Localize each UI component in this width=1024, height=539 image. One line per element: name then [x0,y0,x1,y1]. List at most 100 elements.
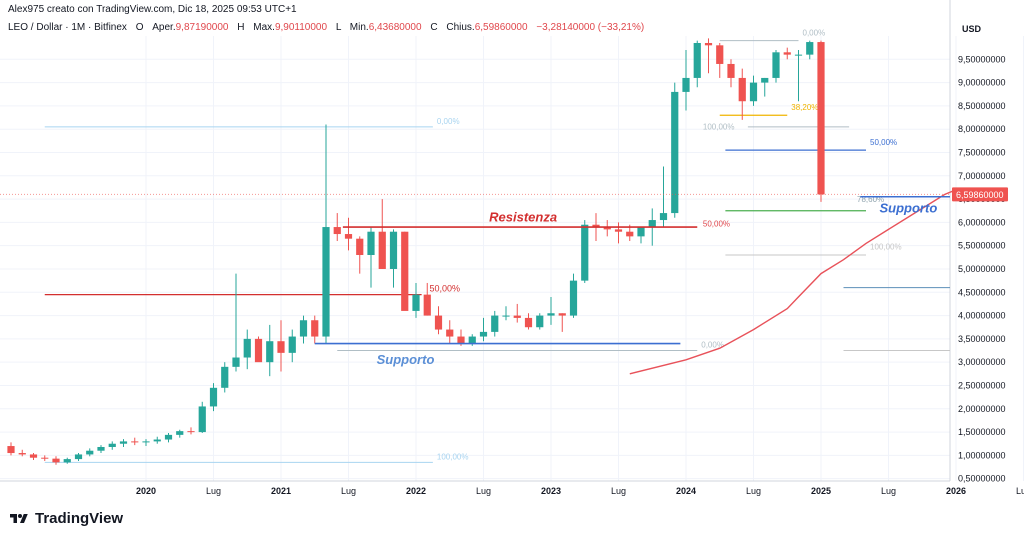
candle-body [18,453,26,455]
candle-body [648,220,656,228]
brand-name: TradingView [35,510,124,527]
candle-body [221,366,229,388]
candle-body [502,315,510,317]
candle-body [738,77,746,102]
x-tick-label: Lug [611,486,626,496]
ohlc-legend: LEO / Dollar · 1M · Bitfinex O Aper.9,87… [8,22,644,33]
candle-body [153,439,161,442]
x-tick-label: Lug [1016,486,1024,496]
candle-body [356,238,364,256]
y-tick-label: 5,50000000 [958,241,1006,251]
support-right-label: Supporto [880,200,938,215]
candle-body [108,443,116,447]
legend-close-label: C [430,22,438,33]
x-tick-label: 2023 [541,486,561,496]
fib-right-top-label: 0,00% [803,28,826,37]
x-tick-label: 2025 [811,486,831,496]
candle-body [783,52,791,55]
fib-left-top-label: 0,00% [437,117,460,126]
y-tick-label: 3,50000000 [958,334,1006,344]
candle-body [547,313,555,316]
candle-body [97,446,105,451]
candle-body [603,227,611,230]
fib-right-786-label: 78,60% [857,195,884,204]
tradingview-logo-icon [10,513,28,523]
x-tick-label: Lug [341,486,356,496]
legend-open-prefix: Aper. [152,22,176,33]
candle-body [772,52,780,78]
fib-right-50-label: 50,00% [870,138,897,147]
candle-body [637,227,645,237]
candle-body [7,446,15,454]
x-tick-label: Lug [476,486,491,496]
x-tick-label: 2026 [946,486,966,496]
candle-body [131,441,139,443]
x-tick-label: 2021 [271,486,291,496]
x-tick-label: Lug [881,486,896,496]
candle-body [671,91,679,214]
created-by-header: Alex975 creato con TradingView.com, Dic … [8,4,297,15]
y-tick-label: 9,50000000 [958,54,1006,64]
y-tick-label: 2,00000000 [958,404,1006,414]
candle-body [187,431,195,433]
candle-body [86,450,94,455]
legend-low-label: L [335,22,342,33]
candle-body [299,320,308,337]
legend-close-prefix: Chius. [446,22,475,33]
candle-body [277,341,285,353]
candle-body [74,454,83,460]
resistance-label: Resistenza [489,210,557,225]
candle-body [344,234,353,239]
candle-body [479,331,488,337]
candle-body [536,315,544,328]
x-tick-label: 2022 [406,486,426,496]
y-tick-label: 1,00000000 [958,450,1006,460]
x-tick-label: 2020 [136,486,156,496]
y-tick-label: 1,50000000 [958,427,1006,437]
tradingview-brand: TradingView [8,510,123,527]
y-tick-label: 4,00000000 [958,311,1006,321]
candle-body [243,338,251,358]
candle-body [288,336,296,353]
candle-body [29,454,38,458]
candle-body [614,229,623,232]
candle-body [322,227,330,337]
candle-body [761,77,769,83]
x-tick-label: Lug [206,486,221,496]
candle-body [198,406,206,433]
candle-body [401,231,409,311]
legend-change-value: −3,28140000 (−33,21%) [536,22,645,33]
candle-body [142,441,150,443]
candle-body [412,294,420,311]
legend-symbol[interactable]: LEO / Dollar · 1M · Bitfinex [8,22,127,33]
current-price-label: 6,59860000 [956,190,1004,200]
fib-right-382-label: 38,20% [791,103,818,112]
candle-body [569,280,578,316]
moving-average-line [629,189,957,375]
y-tick-label: 3,00000000 [958,357,1006,367]
candle-body [749,82,758,102]
candle-body [176,431,184,435]
y-tick-label: 0,50000000 [958,474,1006,484]
candle-body [434,315,443,330]
y-tick-label: 9,00000000 [958,78,1006,88]
legend-low-prefix: Min. [349,22,369,33]
candle-body [513,315,521,318]
candle-body [524,317,533,328]
candle-body [389,231,398,269]
candle-body [794,54,803,56]
candle-body [254,338,263,363]
current-price-tag [952,187,1008,202]
candle-body [817,42,825,195]
legend-high-label: H [237,22,245,33]
candle-body [558,313,566,316]
candle-body [446,329,454,337]
x-tick-label: Lug [746,486,761,496]
candle-body [806,42,814,55]
candle-body [378,231,386,269]
x-tick-label: 2024 [676,486,696,496]
candle-body [457,336,465,344]
candle-body [164,434,173,440]
y-tick-label: 7,50000000 [958,147,1006,157]
